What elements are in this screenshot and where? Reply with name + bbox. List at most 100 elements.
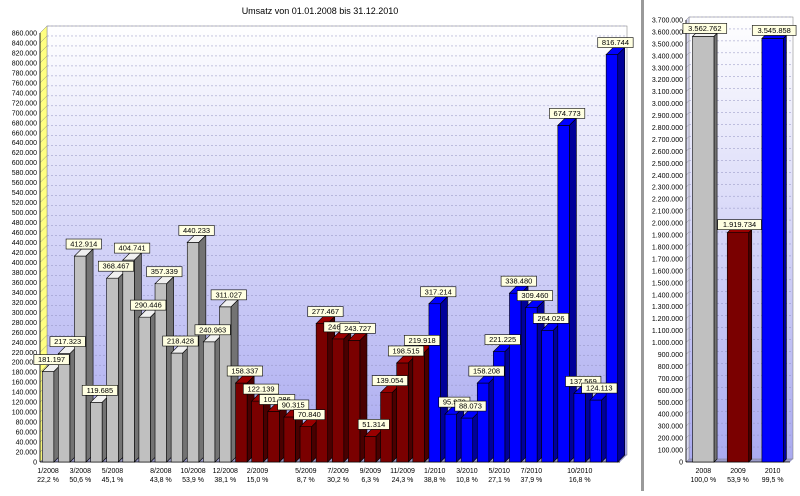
bar-front [235, 382, 248, 463]
data-label: 1.919.734 [717, 219, 762, 230]
grid-line-depth [39, 275, 48, 283]
data-label: 240.963 [194, 324, 231, 336]
x-tick-percent: 45,1 % [102, 477, 124, 484]
data-label-box [49, 336, 86, 347]
x-tick-label: 10/2008 [180, 468, 205, 475]
y-tick-label: 1.000.000 [652, 340, 683, 347]
y-tick-label: 1.800.000 [652, 244, 683, 251]
x-tick-percent: 24,3 % [392, 477, 414, 484]
bar-front [41, 371, 55, 463]
grid-line-depth [685, 255, 690, 260]
y-tick-label: 1.300.000 [652, 304, 683, 311]
bar-front [525, 307, 538, 463]
bar-front [605, 54, 619, 463]
grid-line-depth [39, 205, 48, 213]
data-label-text: 181.197 [38, 355, 65, 364]
data-label: 317.214 [420, 286, 457, 298]
bar-front [299, 426, 312, 463]
bar [41, 363, 62, 463]
bar-front [267, 411, 280, 463]
y-tick-label: 600.000 [658, 388, 683, 395]
y-tick-label: 480.000 [12, 220, 37, 227]
data-label-text: 816.744 [602, 38, 629, 47]
grid-line-depth [685, 136, 690, 140]
bar [234, 375, 255, 463]
grid-line-depth [685, 327, 690, 331]
grid-line-depth [685, 303, 690, 307]
data-label: 124.113 [581, 382, 618, 394]
bar [726, 228, 753, 463]
data-label: 674.773 [549, 108, 586, 119]
bar-front [348, 340, 361, 463]
data-label-text: 51.314 [362, 420, 385, 429]
grid-line-depth [39, 215, 48, 223]
data-label-box [277, 399, 310, 411]
data-label-box [33, 354, 70, 365]
bar [202, 334, 223, 463]
data-label-box [387, 345, 424, 357]
x-tick-label: 3/2008 [70, 468, 92, 475]
data-label-box [65, 238, 102, 250]
y-tick-label: 2.200.000 [652, 197, 683, 204]
data-label-box [226, 365, 263, 377]
grid-line-depth [685, 124, 690, 128]
bar [267, 403, 288, 463]
x-tick-percent: 10,8 % [456, 477, 478, 484]
grid-line-depth [39, 65, 48, 74]
y-tick-label: 540.000 [12, 190, 37, 197]
x-tick-label: 12/2008 [213, 468, 238, 475]
bar-front [428, 303, 441, 463]
y-tick-label: 620.000 [12, 150, 37, 157]
x-tick-percent: 100,0 % [690, 477, 716, 484]
data-label: 198.515 [387, 345, 424, 357]
bar [761, 34, 788, 463]
y-tick-label: 180.000 [12, 370, 37, 377]
y-tick-label: 160.000 [12, 380, 37, 387]
data-label: 309.460 [516, 290, 553, 301]
data-label-text: 137.569 [570, 377, 597, 386]
y-tick-label: 260.000 [12, 330, 37, 337]
data-label: 139.054 [371, 375, 408, 386]
x-tick-percent: 43,8 % [150, 477, 172, 484]
grid-line-depth [39, 145, 48, 153]
bar-front [90, 401, 103, 463]
data-label-text: 311.027 [215, 290, 242, 299]
data-label-text: 368.467 [102, 262, 129, 271]
y-axis-ticks: 0 100.000 200.000 300.000 400.000 500.000 600.… [652, 18, 683, 467]
y-tick-label: 400.000 [658, 412, 683, 419]
grid-line-depth [39, 345, 48, 353]
data-label: 158.208 [468, 365, 505, 377]
y-tick-label: 740.000 [12, 90, 37, 97]
grid-line-depth [39, 75, 48, 84]
data-label-text: 217.323 [54, 337, 81, 346]
x-tick-label: 8/2008 [150, 468, 172, 475]
x-tick-label: 1/2010 [424, 468, 446, 475]
data-labels: 181.197 217.323 412.914 119.685 368.467 404.7… [33, 37, 634, 430]
grid-line-depth [39, 325, 48, 333]
data-label-text: 3.562.762 [688, 24, 721, 33]
y-tick-label: 580.000 [12, 170, 37, 177]
data-label-text: 198.515 [392, 346, 419, 355]
data-label-text: 440.233 [183, 226, 210, 235]
bar-front [106, 277, 119, 463]
bar-front [541, 329, 554, 463]
y-tick-label: 2.400.000 [652, 173, 683, 180]
bar-side [617, 46, 626, 463]
data-label: 368.467 [98, 260, 135, 272]
bar-front [203, 341, 216, 463]
y-tick-label: 2.700.000 [652, 137, 683, 144]
data-label-text: 101.286 [264, 395, 291, 404]
bar-front [154, 283, 167, 463]
x-tick-label: 9/2009 [360, 468, 382, 475]
data-label: 264.026 [532, 312, 569, 324]
grid-line-depth [685, 207, 690, 212]
grid-line-depth [685, 279, 690, 283]
y-tick-label: 2.500.000 [652, 161, 683, 168]
grid-line-depth [685, 219, 690, 224]
grid-line-depth [685, 434, 690, 439]
data-label: 219.918 [404, 334, 441, 346]
grid-line-depth [685, 315, 690, 319]
data-label: 90.315 [277, 399, 310, 411]
data-label: 51.314 [357, 419, 390, 430]
